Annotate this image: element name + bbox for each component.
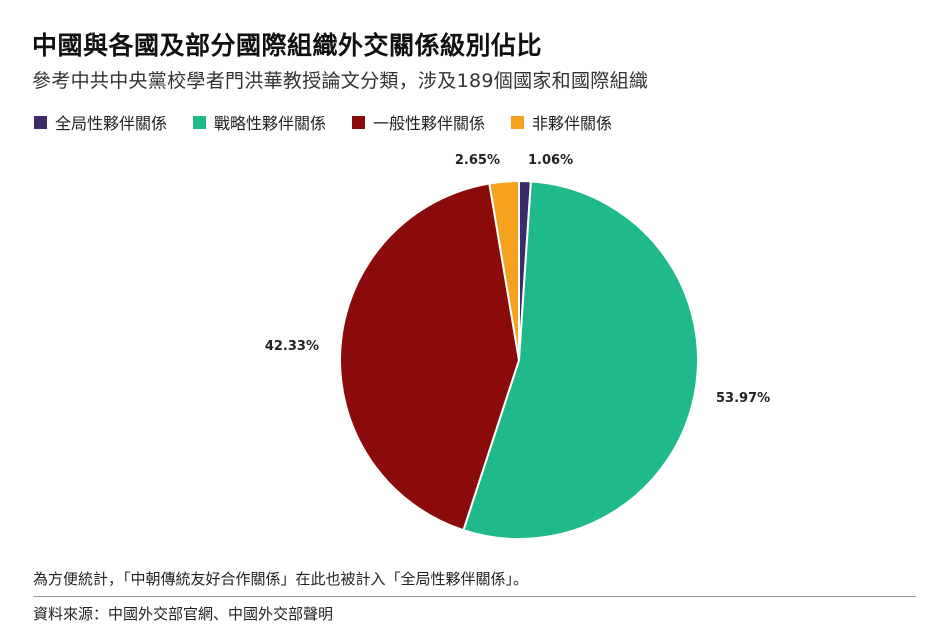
legend-item-strategic: 戰略性夥伴關係 xyxy=(193,110,326,134)
slice-strategic xyxy=(462,180,699,540)
legend-swatch xyxy=(34,115,47,129)
slice-non xyxy=(488,179,520,361)
source-note: 資料來源：中國外交部官網、中國外交部聲明 xyxy=(33,605,334,623)
chart-title: 中國與各國及部分國際組織外交關係級別佔比 xyxy=(32,31,543,60)
slice-label: 1.06% xyxy=(528,153,573,168)
legend-label: 非夥伴關係 xyxy=(532,114,613,133)
legend-swatch xyxy=(511,115,525,129)
chart-subtitle: 參考中共中央黨校學者門洪華教授論文分類，涉及189個國家和國際組織 xyxy=(32,70,649,92)
legend-label: 一般性夥伴關係 xyxy=(373,114,486,133)
legend-label: 戰略性夥伴關係 xyxy=(214,114,327,133)
legend-label: 全局性夥伴關係 xyxy=(55,114,168,133)
footnote: 為方便統計，「中朝傳統友好合作關係」在此也被計入「全局性夥伴關係」。 xyxy=(33,570,529,588)
legend-item-global: 全局性夥伴關係 xyxy=(34,110,167,134)
legend-swatch xyxy=(352,115,366,129)
slice-label: 53.97% xyxy=(716,391,770,406)
footer-divider xyxy=(33,596,916,597)
legend-item-general: 一般性夥伴關係 xyxy=(352,110,485,134)
legend-item-non: 非夥伴關係 xyxy=(511,110,612,134)
slice-label: 2.65% xyxy=(455,153,500,168)
slice-label: 42.33% xyxy=(265,339,319,354)
slice-general xyxy=(339,182,521,532)
legend-swatch xyxy=(193,115,207,129)
chart-legend: 全局性夥伴關係 戰略性夥伴關係 一般性夥伴關係 非夥伴關係 xyxy=(34,110,638,134)
